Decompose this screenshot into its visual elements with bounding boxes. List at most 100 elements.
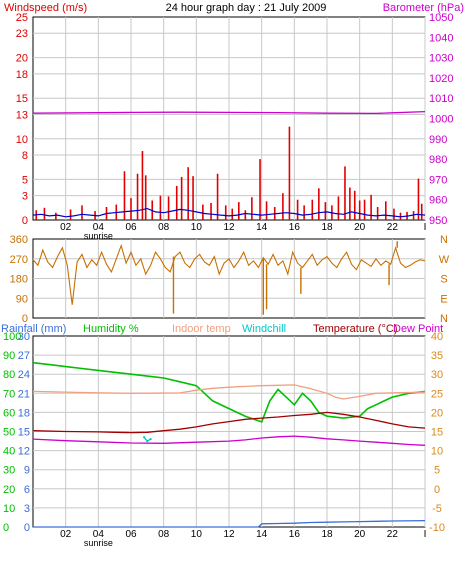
humidity-tick: 60 [3,407,15,419]
x-tick-label: 18 [321,529,333,540]
compass-tick: W [439,254,450,266]
x-tick-label: 06 [125,529,137,540]
windspeed-tick: 3 [22,191,28,203]
compass-tick: E [440,293,447,305]
temperature-legend: Temperature (°C) [313,323,397,335]
windspeed-tick: 13 [16,109,28,121]
barometer-tick: 1030 [429,53,453,65]
temperature-tick: 0 [434,484,440,496]
humidity-legend: Humidity % [83,323,139,335]
x-tick-label: 04 [93,222,105,233]
x-tick-label: 16 [289,222,301,233]
rainfall-tick: 9 [24,465,30,477]
direction-tick: 90 [16,293,28,305]
rainfall-tick: 30 [18,331,30,343]
temperature-tick: 40 [431,331,443,343]
rainfall-mm-line [33,519,426,528]
rainfall-tick: 27 [18,350,30,362]
barometer-tick: 1020 [429,73,453,85]
wind-direction-line [32,243,426,305]
x-tick-label: 12 [223,222,235,233]
temperature-tick: 10 [431,446,443,458]
humidity-tick: 100 [3,331,21,343]
direction-tick: 270 [10,254,28,266]
x-tick-label: 20 [354,222,366,233]
compass-tick: N [440,313,448,325]
windchill-point [146,440,149,443]
dew-point-line [32,435,426,446]
barometer-line [32,110,426,115]
x-tick-label: 08 [158,222,170,233]
temperature-tick: 5 [434,465,440,477]
indoor-temp-legend: Indoor temp [172,323,231,335]
rainfall-tick: 3 [24,503,30,515]
windchill-point [149,438,152,441]
x-tick-label: 02 [60,529,72,540]
x-tick-label: 10 [191,222,203,233]
x-tick-label: 20 [354,529,366,540]
direction-tick: 360 [10,234,28,246]
compass-tick: N [440,234,448,246]
windspeed-tick: 5 [22,174,28,186]
humidity-tick: 70 [3,388,15,400]
direction-tick: 180 [10,274,28,286]
temperature-tick: -10 [429,522,445,534]
x-tick-label: 14 [256,529,268,540]
barometer-tick: 1000 [429,114,453,126]
x-tick-label: I [424,222,427,233]
barometer-tick: 960 [429,195,447,207]
barometer-tick: 1050 [429,12,453,24]
chart-series [32,110,426,528]
x-tick-label: 02 [60,222,72,233]
barometer-tick: 980 [429,154,447,166]
humidity-tick: 10 [3,503,15,515]
windspeed-tick: 0 [22,215,28,227]
x-tick-label: 08 [158,529,170,540]
compass-tick: S [440,274,447,286]
humidity-tick: 50 [3,427,15,439]
windspeed-tick: 25 [16,12,28,24]
barometer-tick: 950 [429,215,447,227]
dewpoint-legend: Dew Point [393,323,443,335]
rainfall-tick: 24 [18,369,30,381]
barometer-tick: 1010 [429,93,453,105]
rainfall-tick: 21 [18,388,30,400]
windspeed-tick: 20 [16,53,28,65]
x-tick-label: 16 [289,529,301,540]
temperature-tick: -5 [432,503,442,515]
humidity-tick: 40 [3,446,15,458]
average-wind-line [32,207,426,218]
windspeed-tick: 8 [22,150,28,162]
grid-lines [33,17,426,527]
humidity-tick: 80 [3,369,15,381]
indoor-temp-line [32,384,426,400]
x-tick-label: 22 [387,529,399,540]
windspeed-tick: 18 [16,69,28,81]
temperature-tick: 35 [431,350,443,362]
x-tick-label: 12 [223,529,235,540]
windspeed-tick: 23 [16,28,28,40]
x-tick-label: I [424,529,427,540]
humidity-tick: 90 [3,350,15,362]
barometer-tick: 970 [429,174,447,186]
x-tick-label: 14 [256,222,268,233]
rainfall-tick: 18 [18,407,30,419]
barometer-tick: 990 [429,134,447,146]
temperature-tick: 25 [431,388,443,400]
windchill-legend: Windchill [242,323,286,335]
rainfall-tick: 15 [18,427,30,439]
direction-tick: 0 [22,313,28,325]
x-tick-label: 06 [125,222,137,233]
chart-title: 24 hour graph day : 21 July 2009 [166,2,327,14]
rainfall-tick: 6 [24,484,30,496]
windchill-point [143,436,146,439]
rainfall-tick: 0 [24,522,30,534]
humidity-tick: 0 [3,522,9,534]
windspeed-axis-title: Windspeed (m/s) [4,2,87,14]
x-tick-label: 22 [387,222,399,233]
temperature-c-line [32,411,426,434]
windspeed-tick: 15 [16,93,28,105]
